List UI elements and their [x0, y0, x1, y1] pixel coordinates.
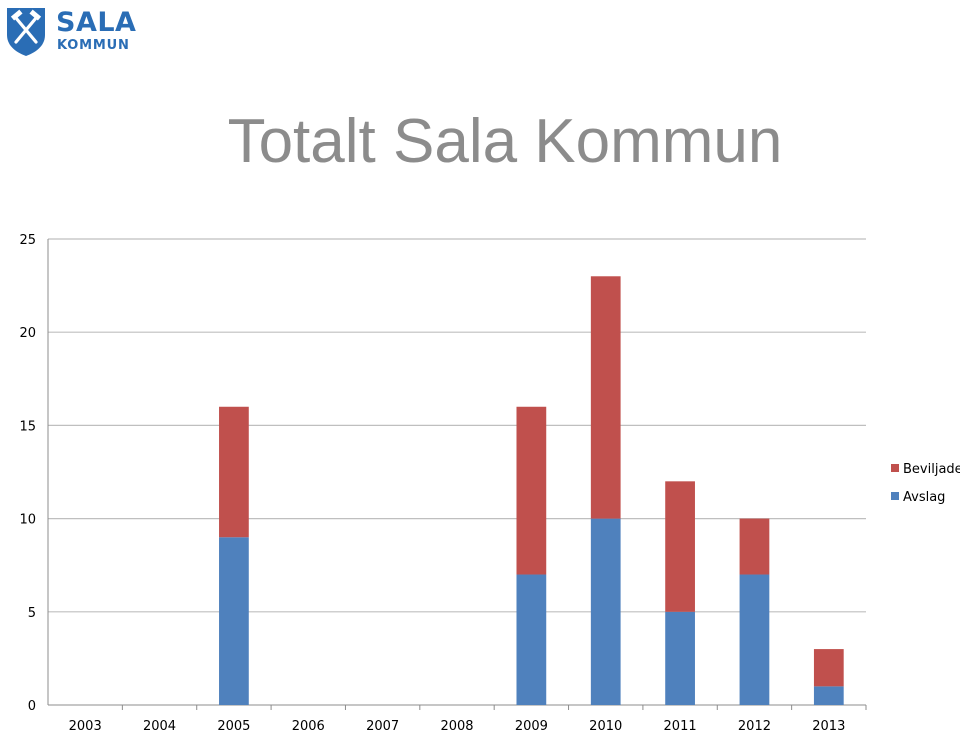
y-tick-label: 25 [19, 233, 36, 248]
logo-name: SALA [56, 7, 137, 38]
x-tick-label: 2007 [366, 719, 399, 733]
bar-avslag-2010 [590, 518, 621, 705]
x-tick-label: 2003 [69, 719, 102, 733]
legend-swatch-avslag [891, 492, 899, 500]
coat-of-arms-icon [7, 8, 45, 56]
legend-swatch-beviljade [891, 464, 899, 472]
x-tick-label: 2013 [812, 719, 845, 733]
bar-beviljade-2012 [739, 518, 770, 575]
legend-label-avslag: Avslag [903, 490, 945, 505]
bar-beviljade-2013 [813, 649, 844, 687]
bar-beviljade-2009 [516, 406, 547, 575]
bar-avslag-2012 [739, 574, 770, 705]
bar-avslag-2009 [516, 574, 547, 705]
y-tick-label: 10 [19, 513, 36, 528]
x-tick-label: 2006 [292, 719, 325, 733]
bar-avslag-2011 [665, 611, 695, 705]
x-tick-label: 2008 [440, 719, 473, 733]
bar-avslag-2013 [813, 686, 844, 705]
y-tick-label: 15 [19, 419, 36, 434]
bar-beviljade-2005 [219, 406, 249, 538]
logo-sub: KOMMUN [57, 38, 130, 53]
y-tick-label: 20 [19, 326, 36, 341]
legend-label-beviljade: Beviljade [903, 462, 960, 477]
bar-beviljade-2010 [590, 276, 621, 519]
x-tick-label: 2005 [217, 719, 250, 733]
y-tick-label: 5 [28, 606, 36, 621]
x-tick-label: 2012 [738, 719, 771, 733]
bar-beviljade-2011 [665, 481, 695, 612]
chart-title: Totalt Sala Kommun [227, 107, 783, 176]
sala-kommun-logo: SALA KOMMUN [4, 5, 137, 57]
x-tick-label: 2011 [664, 719, 697, 733]
x-tick-label: 2010 [589, 719, 622, 733]
bar-avslag-2005 [219, 537, 249, 705]
x-tick-label: 2009 [515, 719, 548, 733]
y-tick-label: 0 [28, 699, 36, 714]
x-tick-label: 2004 [143, 719, 176, 733]
